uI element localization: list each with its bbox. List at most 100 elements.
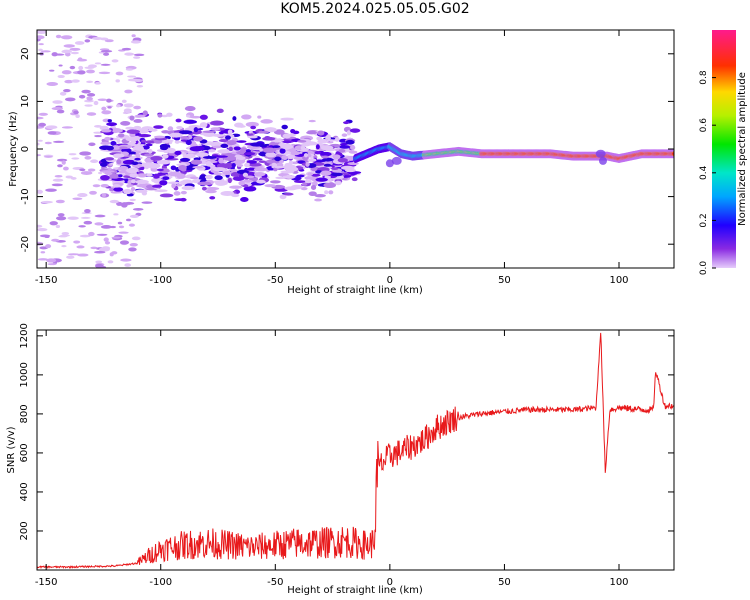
spectrogram-cell [279, 148, 286, 154]
spectrogram-cell [350, 145, 356, 150]
snr-y-tick-label: 600 [19, 443, 30, 462]
spectrogram-cell [293, 180, 307, 183]
spectrogram-cell [54, 174, 63, 178]
spectrogram-cell [152, 184, 163, 188]
spectrogram-cell [221, 152, 231, 156]
spectrogram-cell [142, 145, 150, 150]
spectrogram-cell [314, 198, 323, 202]
colorbar-gradient [712, 30, 736, 268]
spectrogram-cell [73, 240, 81, 244]
spectrogram-cell [184, 106, 196, 112]
snr-x-tick-label: -100 [149, 577, 172, 588]
spectrogram-cell [238, 180, 246, 186]
spectrogram-cell [90, 159, 99, 164]
spectrogram-cell [160, 146, 169, 151]
spectrogram-cell [190, 159, 203, 165]
spectrogram-cell [111, 145, 121, 150]
spectrogram-cell [81, 89, 91, 94]
spectrogram-cell [100, 174, 110, 181]
spectrogram-cell [595, 149, 606, 158]
spectrogram-cell [213, 172, 222, 176]
spectrogram-cell [77, 253, 89, 257]
spectrogram-x-tick-label: 50 [498, 275, 511, 286]
spectrogram-plot-area [37, 30, 674, 268]
spectrogram-cell [68, 153, 77, 156]
spectrogram-cell [310, 184, 317, 190]
spectrogram-cell [175, 183, 183, 187]
spectrogram-cell [170, 165, 177, 171]
spectrogram-cell [45, 244, 52, 249]
spectrogram-cell [337, 157, 348, 163]
spectrogram-cell [271, 162, 277, 166]
spectrogram-cell [88, 231, 95, 237]
spectrogram-cell [331, 167, 339, 171]
spectrogram-cell [161, 130, 170, 134]
spectrogram-x-tick-label: -100 [149, 275, 172, 286]
spectrogram-cell [323, 163, 332, 167]
spectrogram-cell [279, 194, 287, 200]
spectrogram-cell [118, 165, 129, 171]
spectrogram-cell [176, 125, 183, 130]
spectrogram-cell [305, 178, 312, 184]
spectrogram-cell [51, 238, 60, 242]
spectrogram-cell [334, 180, 342, 186]
spectrogram-cell [98, 71, 111, 75]
spectrogram-cell [218, 131, 225, 135]
snr-frame [36, 329, 675, 571]
spectrogram-cell [227, 177, 232, 184]
spectrogram-cell [132, 207, 144, 211]
spectrogram-cell [69, 47, 81, 51]
spectrogram-cell [341, 133, 348, 137]
spectrogram-cell [226, 140, 237, 146]
spectrogram-cell [129, 115, 135, 121]
spectrogram-cell [115, 79, 120, 83]
spectrogram-cell [243, 186, 257, 192]
spectrogram-cell [125, 126, 135, 130]
spectrogram-cell [253, 167, 268, 172]
spectrogram-cell [100, 63, 111, 66]
spectrogram-cell [222, 171, 232, 176]
spectrogram-cell [290, 128, 296, 134]
spectrogram-cell [125, 68, 134, 71]
spectrogram-cell [244, 175, 255, 179]
spectrogram-y-tick-label: 0 [20, 146, 31, 152]
spectrogram-cell [220, 190, 235, 196]
spectrogram-cell [303, 141, 318, 146]
spectrogram-cell [147, 128, 158, 132]
spectrogram-cell [177, 165, 187, 171]
spectrogram-cell [168, 171, 182, 177]
spectrogram-cell [130, 179, 136, 184]
spectrogram-cell [124, 263, 131, 267]
spectrogram-cell [61, 126, 73, 129]
spectrogram-cell [204, 174, 213, 180]
spectrogram-cell [73, 110, 79, 115]
spectrogram-cell [59, 234, 71, 237]
spectrogram-cell [274, 166, 285, 169]
spectrogram-cell [63, 88, 71, 93]
spectrogram-cell [192, 166, 203, 169]
colorbar-tick-label: 0.0 [699, 261, 709, 276]
spectrogram-cell [256, 179, 266, 184]
spectrogram-cell [133, 119, 143, 123]
spectrogram-cell [167, 126, 174, 131]
spectrogram-cell [52, 100, 63, 104]
spectrogram-cell [188, 124, 202, 129]
spectrogram-cell [347, 162, 359, 166]
spectrogram-cell [57, 213, 65, 217]
spectrogram-cell [179, 157, 191, 162]
spectrogram-cell [75, 114, 80, 119]
spectrogram-cell [320, 145, 334, 151]
spectrogram-cell [98, 171, 103, 175]
spectrogram-cell [87, 168, 96, 172]
spectrogram-cell [113, 213, 119, 216]
spectrogram-cell [121, 148, 132, 153]
spectrogram-cell [77, 192, 88, 198]
spectrogram-cell [242, 179, 253, 183]
spectrogram-cell [55, 199, 65, 204]
spectrogram-cell [197, 181, 212, 186]
spectrogram-cell [174, 150, 182, 156]
spectrogram-cell [262, 147, 277, 154]
spectrogram-cell [156, 168, 164, 172]
spectrogram-cell [185, 114, 191, 118]
